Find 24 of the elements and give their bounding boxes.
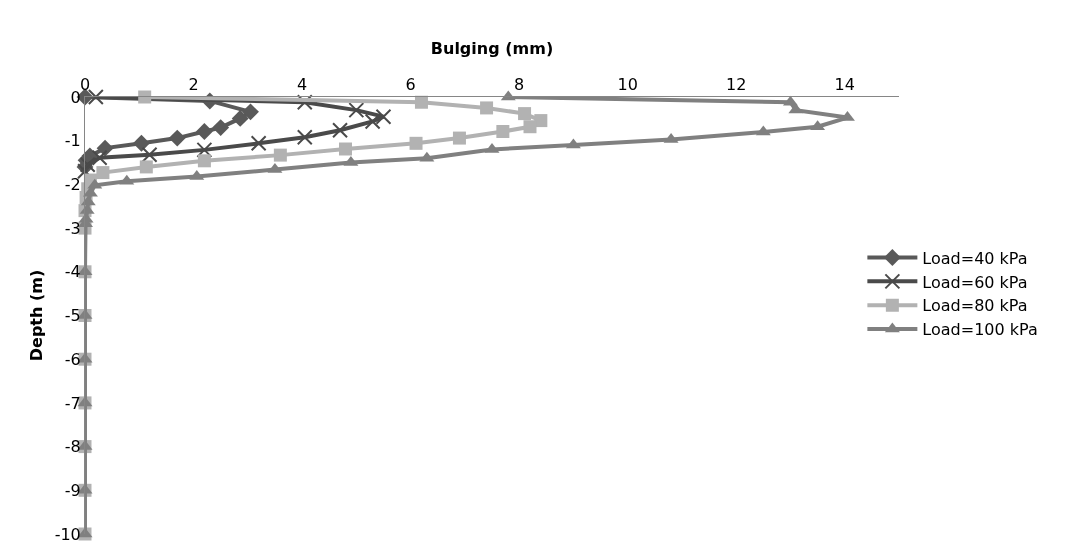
y-axis-title: Depth (m) <box>26 269 46 362</box>
y-tick-label: -3 <box>64 218 81 238</box>
y-tick-label: -10 <box>54 524 81 544</box>
y-tick-label: -4 <box>64 262 81 282</box>
y-tick-label: 0 <box>70 87 81 107</box>
y-tick-label: -5 <box>64 306 81 326</box>
legend-label: Load=100 kPa <box>922 320 1038 340</box>
legend-label: Load=40 kPa <box>922 248 1028 268</box>
y-tick-label: -2 <box>64 175 81 194</box>
x-tick-label: 2 <box>188 74 199 94</box>
y-tick-label: -1 <box>64 131 81 151</box>
y-tick-label: -7 <box>64 393 81 413</box>
x-tick-label: 6 <box>405 74 416 94</box>
x-tick-label: 10 <box>617 74 638 94</box>
x-axis-title: Bulging (mm) <box>430 39 554 59</box>
x-tick-label: 8 <box>514 74 525 94</box>
x-tick-label: 4 <box>296 74 308 94</box>
y-tick-label: -6 <box>64 349 81 369</box>
y-tick-label: -8 <box>64 437 81 457</box>
x-tick-label: 12 <box>726 74 747 94</box>
legend-label: Load=80 kPa <box>922 296 1028 316</box>
x-tick-label: 14 <box>834 74 855 94</box>
y-tick-label: -9 <box>64 480 81 500</box>
legend-label: Load=60 kPa <box>922 272 1028 292</box>
